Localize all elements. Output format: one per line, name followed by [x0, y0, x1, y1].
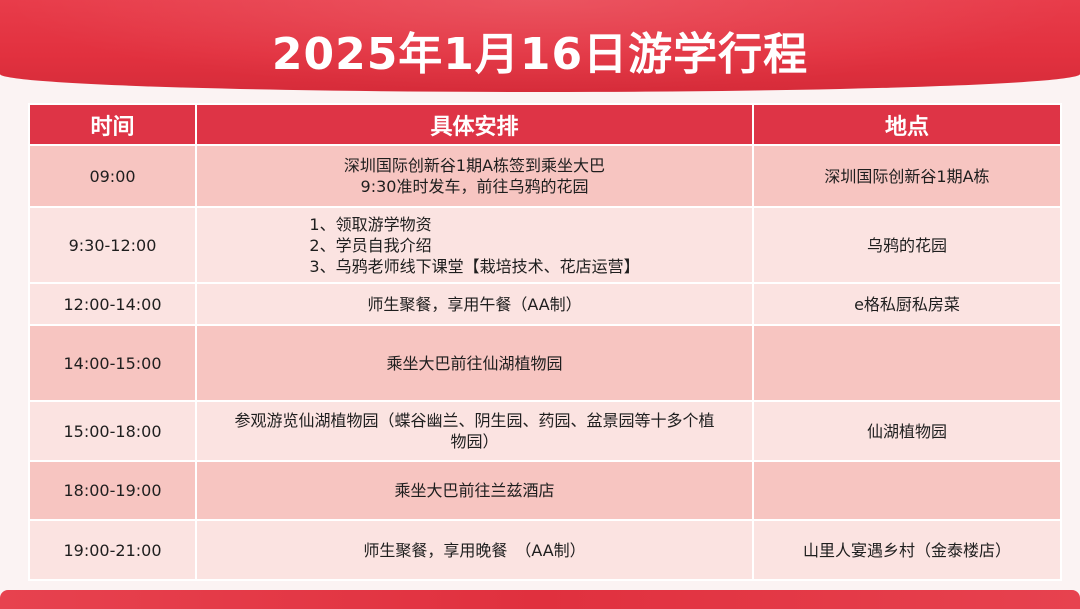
- time-cell: 09:00: [28, 144, 197, 208]
- plan-line: 乘坐大巴前往兰兹酒店: [394, 481, 555, 500]
- plan-cell: 深圳国际创新谷1期A栋签到乘坐大巴 9:30准时发车，前往乌鸦的花园: [195, 144, 754, 208]
- table-row: 9:30-12:00 1、领取游学物资 2、学员自我介绍 3、乌鸦老师线下课堂【…: [28, 206, 1062, 284]
- plan-cell: 乘坐大巴前往兰兹酒店: [195, 460, 754, 521]
- table-row: 19:00-21:00 师生聚餐，享用晚餐 （AA制） 山里人宴遇乡村（金泰楼店…: [28, 519, 1062, 581]
- table-row: 15:00-18:00 参观游览仙湖植物园（蝶谷幽兰、阴生园、药园、盆景园等十多…: [28, 400, 1062, 462]
- time-cell: 9:30-12:00: [28, 206, 197, 284]
- plan-list: 1、领取游学物资 2、学员自我介绍 3、乌鸦老师线下课堂【栽培技术、花店运营】: [309, 214, 639, 277]
- header-time: 时间: [28, 103, 197, 146]
- schedule-table: 时间 具体安排 地点 09:00 深圳国际创新谷1期A栋签到乘坐大巴 9:30准…: [28, 103, 1062, 581]
- plan-cell: 乘坐大巴前往仙湖植物园: [195, 324, 754, 402]
- time-cell: 19:00-21:00: [28, 519, 197, 581]
- header-location: 地点: [752, 103, 1062, 146]
- plan-line: 乘坐大巴前往仙湖植物园: [386, 353, 563, 373]
- location-cell: e格私厨私房菜: [752, 282, 1062, 326]
- footer-bar: [0, 590, 1080, 609]
- table-row: 12:00-14:00 师生聚餐，享用午餐（AA制） e格私厨私房菜: [28, 282, 1062, 326]
- time-cell: 14:00-15:00: [28, 324, 197, 402]
- table-row: 18:00-19:00 乘坐大巴前往兰兹酒店: [28, 460, 1062, 521]
- header-plan: 具体安排: [195, 103, 754, 146]
- title-banner: [0, 0, 1080, 92]
- time-cell: 12:00-14:00: [28, 282, 197, 326]
- plan-cell: 师生聚餐，享用晚餐 （AA制）: [195, 519, 754, 581]
- plan-line: 物园）: [450, 432, 499, 451]
- location-cell: 仙湖植物园: [752, 400, 1062, 462]
- plan-line: 3、乌鸦老师线下课堂【栽培技术、花店运营】: [309, 256, 640, 276]
- table-row: 14:00-15:00 乘坐大巴前往仙湖植物园: [28, 324, 1062, 402]
- plan-line: 2、学员自我介绍: [309, 235, 432, 255]
- page-title: 2025年1月16日游学行程: [271, 29, 809, 80]
- location-cell: 乌鸦的花园: [752, 206, 1062, 284]
- table-row: 09:00 深圳国际创新谷1期A栋签到乘坐大巴 9:30准时发车，前往乌鸦的花园…: [28, 144, 1062, 208]
- table-header-row: 时间 具体安排 地点: [28, 103, 1062, 146]
- time-cell: 15:00-18:00: [28, 400, 197, 462]
- plan-line: 参观游览仙湖植物园（蝶谷幽兰、阴生园、药园、盆景园等十多个植: [234, 411, 715, 430]
- location-cell: 山里人宴遇乡村（金泰楼店）: [752, 519, 1062, 581]
- location-cell: [752, 324, 1062, 402]
- location-cell: [752, 460, 1062, 521]
- plan-cell: 参观游览仙湖植物园（蝶谷幽兰、阴生园、药园、盆景园等十多个植 物园）: [195, 400, 754, 462]
- time-cell: 18:00-19:00: [28, 460, 197, 521]
- plan-cell: 师生聚餐，享用午餐（AA制）: [195, 282, 754, 326]
- plan-line: 师生聚餐，享用晚餐 （AA制）: [363, 540, 586, 560]
- plan-line: 师生聚餐，享用午餐（AA制）: [367, 294, 582, 314]
- plan-line: 1、领取游学物资: [309, 214, 432, 234]
- location-cell: 深圳国际创新谷1期A栋: [752, 144, 1062, 208]
- plan-line: 9:30准时发车，前往乌鸦的花园: [360, 177, 589, 196]
- plan-line: 深圳国际创新谷1期A栋签到乘坐大巴: [343, 156, 606, 175]
- plan-cell: 1、领取游学物资 2、学员自我介绍 3、乌鸦老师线下课堂【栽培技术、花店运营】: [195, 206, 754, 284]
